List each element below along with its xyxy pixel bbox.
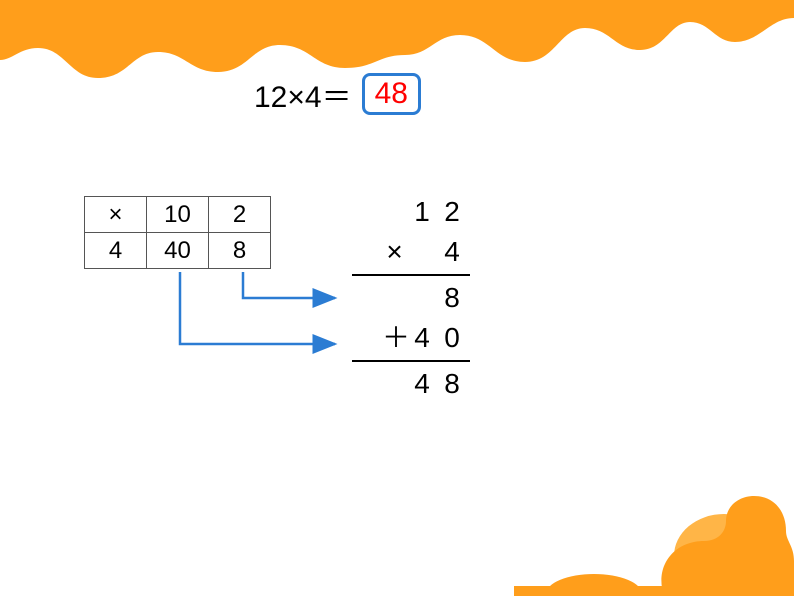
digit: 8 [437,278,467,318]
equation-row: 12×4＝ 48 [254,72,421,116]
vmult-partial-40: ＋ 4 0 [352,318,467,358]
table-cell-40: 40 [147,233,209,269]
bottom-blob-decoration [514,486,794,596]
table-cell-4: 4 [85,233,147,269]
digit: 4 [407,364,437,404]
digit: 8 [437,364,467,404]
multiplication-breakdown-table: × 10 2 4 40 8 [84,196,271,269]
digit: 0 [437,318,467,358]
table-cell-10: 10 [147,197,209,233]
digit: 4 [407,318,437,358]
table-cell-8: 8 [209,233,271,269]
vertical-multiplication: 1 2 × 4 8 ＋ 4 0 4 8 [352,192,470,404]
digit [407,232,437,272]
connector-arrows [150,268,370,388]
digit: 4 [437,232,467,272]
horizontal-rule [352,360,470,362]
table-row: 4 40 8 [85,233,271,269]
vmult-partial-8: 8 [352,278,467,318]
vmult-multiplier-row: × 4 [352,232,467,272]
table-cell-2: 2 [209,197,271,233]
vmult-result-row: 4 8 [352,364,467,404]
multiply-operator: × [382,232,407,272]
digit [407,278,437,318]
digit: 2 [437,192,467,232]
table-cell-operator: × [85,197,147,233]
digit: 1 [407,192,437,232]
equation-result-box: 48 [362,73,421,115]
horizontal-rule [352,274,470,276]
vmult-top-row: 1 2 [352,192,467,232]
table-row: × 10 2 [85,197,271,233]
plus-operator: ＋ [382,318,407,358]
equation-expression: 12×4＝ [254,72,352,116]
